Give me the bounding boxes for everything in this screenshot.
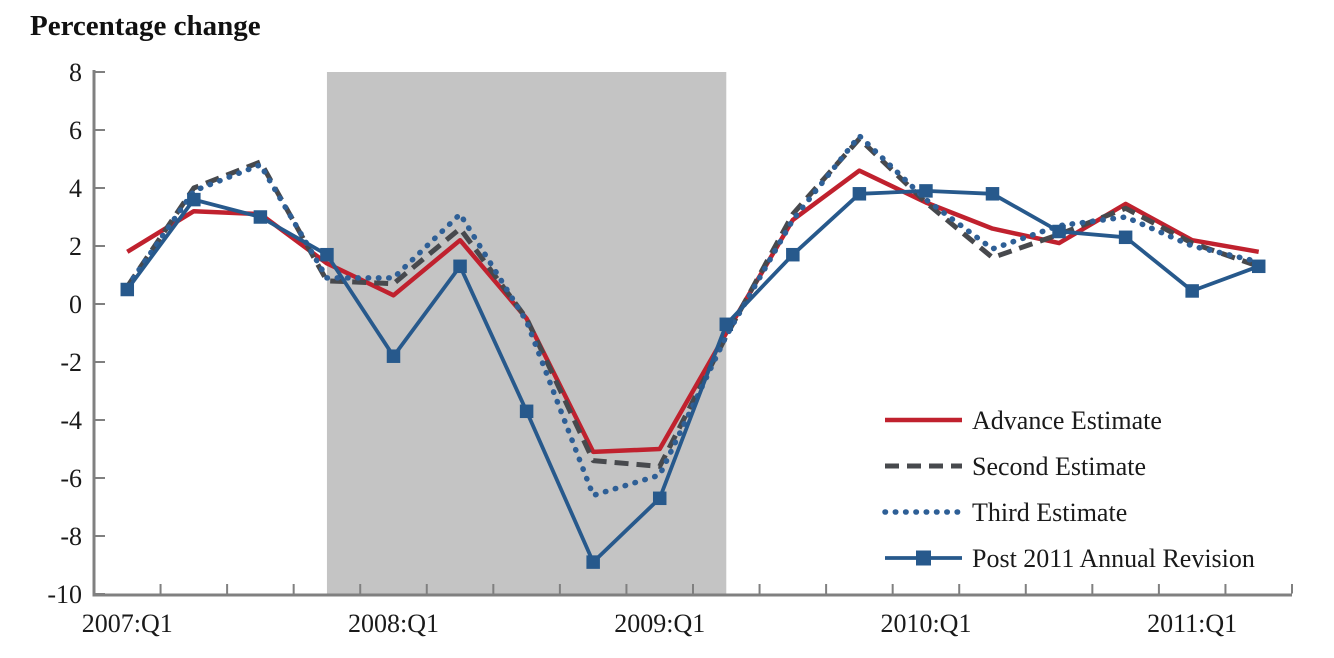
y-tick-label: -8 <box>60 522 82 551</box>
series-marker-post-2011-annual-revision <box>985 187 1000 201</box>
series-marker-post-2011-annual-revision <box>120 282 135 297</box>
y-tick-label: -4 <box>60 406 82 435</box>
series-line-advance-estimate <box>126 168 1260 455</box>
series-marker-post-2011-annual-revision <box>320 247 334 262</box>
series-marker-post-2011-annual-revision <box>652 491 667 506</box>
legend-label-post-2011-annual-revision: Post 2011 Annual Revision <box>972 544 1255 573</box>
series-marker-post-2011-annual-revision <box>852 187 867 201</box>
y-tick-label: -10 <box>47 580 82 609</box>
series-marker-post-2011-annual-revision <box>519 404 534 419</box>
series-marker-post-2011-annual-revision <box>1118 230 1133 245</box>
recession-band <box>326 72 727 595</box>
legend-marker-post-2011-annual-revision <box>916 550 931 566</box>
series-line-second-estimate <box>125 136 1260 469</box>
x-tick-label: 2007:Q1 <box>82 609 173 638</box>
series-marker-post-2011-annual-revision <box>1251 259 1266 274</box>
x-tick-label: 2011:Q1 <box>1147 609 1237 638</box>
series-line-post-2011-annual-revision <box>125 189 1260 564</box>
x-tick-label: 2008:Q1 <box>348 609 439 638</box>
series-marker-post-2011-annual-revision <box>386 349 401 363</box>
y-tick-label: 8 <box>69 58 82 87</box>
series-marker-post-2011-annual-revision <box>1185 284 1199 298</box>
chart-title: Percentage change <box>30 10 261 42</box>
legend-label-second-estimate: Second Estimate <box>972 452 1146 481</box>
y-tick-label: 6 <box>69 116 82 145</box>
x-tick-label: 2009:Q1 <box>614 609 705 638</box>
legend-label-third-estimate: Third Estimate <box>972 498 1127 527</box>
series-marker-post-2011-annual-revision <box>253 210 268 224</box>
series-marker-post-2011-annual-revision <box>187 192 201 207</box>
series-marker-post-2011-annual-revision <box>1052 224 1066 239</box>
series-marker-post-2011-annual-revision <box>786 247 800 262</box>
legend-label-advance-estimate: Advance Estimate <box>972 406 1162 435</box>
series-marker-post-2011-annual-revision <box>719 317 734 332</box>
y-tick-label: 0 <box>69 290 82 319</box>
x-tick-label: 2010:Q1 <box>880 609 971 638</box>
series-line-third-estimate <box>124 133 1262 499</box>
series-marker-post-2011-annual-revision <box>453 259 467 274</box>
y-tick-label: -2 <box>60 348 82 377</box>
y-tick-label: -6 <box>60 464 82 493</box>
y-tick-label: 2 <box>69 232 82 261</box>
y-tick-label: 4 <box>69 174 82 203</box>
series-marker-post-2011-annual-revision <box>586 555 600 569</box>
series-marker-post-2011-annual-revision <box>919 184 933 198</box>
